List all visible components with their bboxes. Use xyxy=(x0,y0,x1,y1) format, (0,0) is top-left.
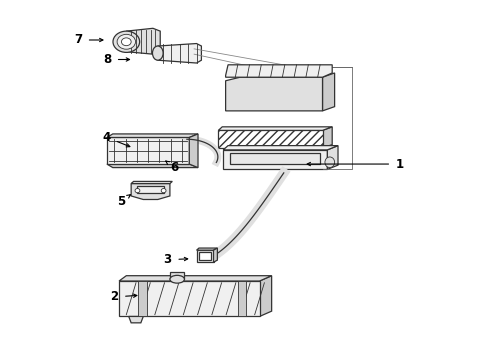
Polygon shape xyxy=(131,181,172,184)
Polygon shape xyxy=(219,127,332,130)
Polygon shape xyxy=(126,28,160,54)
Polygon shape xyxy=(223,150,327,169)
Polygon shape xyxy=(119,276,271,281)
Ellipse shape xyxy=(117,34,136,49)
Ellipse shape xyxy=(325,157,335,168)
Polygon shape xyxy=(260,276,271,316)
Text: 2: 2 xyxy=(110,291,118,303)
Polygon shape xyxy=(196,248,218,250)
Text: 8: 8 xyxy=(103,53,111,66)
Text: 5: 5 xyxy=(117,195,125,208)
Polygon shape xyxy=(225,65,332,77)
Polygon shape xyxy=(223,145,338,150)
Text: 1: 1 xyxy=(396,158,404,171)
Polygon shape xyxy=(189,134,198,168)
Text: 3: 3 xyxy=(164,253,171,266)
Polygon shape xyxy=(199,252,211,260)
Polygon shape xyxy=(158,44,201,63)
Polygon shape xyxy=(230,153,320,164)
Ellipse shape xyxy=(113,31,140,53)
Ellipse shape xyxy=(161,189,166,193)
Polygon shape xyxy=(196,250,214,262)
Ellipse shape xyxy=(170,275,184,283)
Polygon shape xyxy=(170,272,184,279)
Polygon shape xyxy=(131,184,170,199)
Polygon shape xyxy=(322,127,332,148)
FancyBboxPatch shape xyxy=(238,281,246,316)
Polygon shape xyxy=(322,73,335,111)
Polygon shape xyxy=(107,134,198,138)
Polygon shape xyxy=(119,281,260,316)
Text: 7: 7 xyxy=(74,33,82,46)
Polygon shape xyxy=(225,77,322,111)
Ellipse shape xyxy=(122,38,131,46)
Polygon shape xyxy=(107,164,198,168)
Text: 6: 6 xyxy=(171,161,179,174)
Polygon shape xyxy=(129,316,143,323)
Ellipse shape xyxy=(152,46,163,60)
Polygon shape xyxy=(214,248,218,262)
Polygon shape xyxy=(107,138,189,164)
Polygon shape xyxy=(138,186,164,193)
Text: 4: 4 xyxy=(103,131,111,144)
Ellipse shape xyxy=(135,189,140,193)
Polygon shape xyxy=(219,130,322,148)
Polygon shape xyxy=(327,145,338,169)
FancyBboxPatch shape xyxy=(138,281,147,316)
